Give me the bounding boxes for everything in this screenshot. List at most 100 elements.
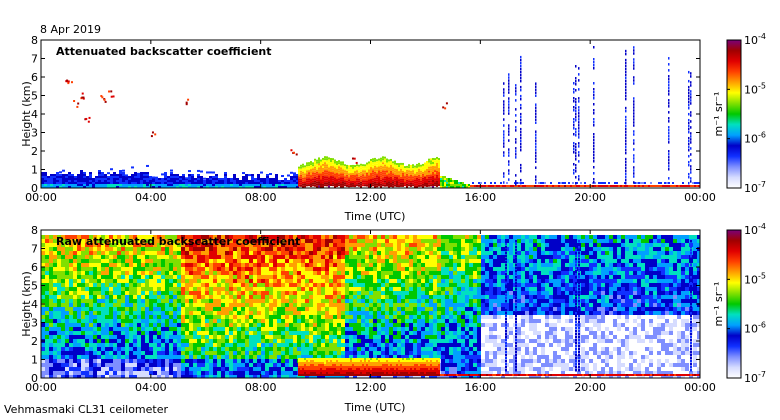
- heatmap-cell: [348, 173, 350, 176]
- heatmap-cell: [308, 178, 310, 181]
- heatmap-cell: [73, 327, 77, 331]
- heatmap-cell: [113, 259, 117, 263]
- heatmap-cell: [188, 186, 191, 188]
- heatmap-cell: [49, 235, 53, 239]
- heatmap-cell: [281, 323, 285, 327]
- heatmap-cell: [312, 174, 314, 177]
- heatmap-cell: [633, 172, 635, 175]
- heatmap-cell: [185, 367, 189, 371]
- heatmap-cell: [47, 184, 50, 186]
- heatmap-cell: [390, 166, 392, 169]
- heatmap-cell: [293, 299, 297, 303]
- heatmap-cell: [257, 263, 261, 267]
- heatmap-cell: [630, 185, 632, 187]
- heatmap-cell: [233, 235, 237, 239]
- heatmap-cell: [261, 319, 265, 323]
- heatmap-cell: [345, 323, 349, 327]
- heatmap-cell: [287, 184, 290, 186]
- heatmap-cell: [312, 164, 314, 167]
- panel-title-attenuated: Attenuated backscatter coefficient: [56, 45, 272, 58]
- heatmap-cell: [248, 180, 251, 182]
- heatmap-cell: [105, 263, 109, 267]
- heatmap-cell: [573, 108, 575, 112]
- heatmap-cell: [161, 182, 164, 184]
- heatmap-cell: [293, 243, 297, 247]
- heatmap-cell: [157, 367, 161, 371]
- heatmap-cell: [237, 355, 241, 359]
- heatmap-cell: [49, 339, 53, 343]
- heatmap-cell: [644, 185, 646, 187]
- heatmap-cell: [201, 255, 205, 259]
- heatmap-cell: [412, 172, 414, 175]
- heatmap-cell: [292, 151, 295, 154]
- heatmap-cell: [53, 279, 57, 283]
- heatmap-cell: [358, 176, 360, 179]
- heatmap-cell: [251, 178, 254, 180]
- heatmap-cell: [337, 291, 341, 295]
- heatmap-cell: [109, 303, 113, 307]
- heatmap-cell: [93, 283, 97, 287]
- heatmap-cell: [325, 375, 329, 378]
- heatmap-cell: [297, 287, 301, 291]
- heatmap-cell: [400, 180, 402, 183]
- heatmap-cell: [157, 271, 161, 275]
- heatmap-cell: [305, 239, 309, 243]
- heatmap-cell: [633, 97, 635, 100]
- heatmap-cell: [95, 186, 98, 188]
- heatmap-cell: [230, 186, 233, 188]
- heatmap-cell: [251, 184, 254, 186]
- heatmap-cell: [182, 186, 185, 188]
- heatmap-cell: [289, 275, 293, 279]
- heatmap-cell: [165, 303, 169, 307]
- heatmap-cell: [341, 263, 345, 267]
- heatmap-cell: [161, 371, 165, 375]
- heatmap-cell: [245, 176, 248, 178]
- heatmap-cell: [532, 185, 534, 187]
- heatmap-cell: [173, 343, 177, 347]
- heatmap-cell: [77, 182, 80, 184]
- heatmap-cell: [366, 174, 368, 177]
- heatmap-cell: [201, 343, 205, 347]
- heatmap-cell: [573, 99, 575, 103]
- heatmap-cell: [500, 182, 502, 184]
- heatmap-cell: [416, 163, 418, 166]
- heatmap-cell: [197, 363, 201, 367]
- heatmap-cell: [293, 339, 297, 343]
- heatmap-cell: [177, 375, 181, 378]
- heatmap-cell: [578, 136, 580, 139]
- heatmap-cell: [317, 263, 321, 267]
- heatmap-cell: [310, 185, 312, 188]
- heatmap-cell: [416, 175, 418, 178]
- heatmap-cell: [233, 351, 237, 355]
- heatmap-cell: [109, 255, 113, 259]
- heatmap-cell: [668, 105, 670, 108]
- heatmap-cell: [242, 182, 245, 184]
- heatmap-cell: [57, 263, 61, 267]
- heatmap-cell: [384, 184, 386, 187]
- heatmap-cell: [245, 243, 249, 247]
- heatmap-cell: [535, 160, 537, 163]
- heatmap-cell: [614, 185, 616, 187]
- heatmap-cell: [77, 359, 81, 363]
- heatmap-cell: [410, 166, 412, 169]
- heatmap-cell: [325, 247, 329, 251]
- heatmap-cell: [325, 271, 329, 275]
- heatmap-cell: [285, 259, 289, 263]
- heatmap-cell: [341, 303, 345, 307]
- heatmap-cell: [598, 185, 600, 187]
- heatmap-cell: [452, 186, 454, 188]
- heatmap-cell: [97, 271, 101, 275]
- heatmap-cell: [298, 180, 300, 183]
- heatmap-cell: [277, 363, 281, 367]
- heatmap-cell: [265, 255, 269, 259]
- heatmap-cell: [157, 279, 161, 283]
- heatmap-cell: [85, 295, 89, 299]
- heatmap-cell: [520, 85, 522, 89]
- heatmap-cell: [105, 343, 109, 347]
- heatmap-cell: [69, 271, 73, 275]
- heatmap-cell: [209, 271, 213, 275]
- heatmap-cell: [269, 367, 273, 371]
- heatmap-cell: [253, 255, 257, 259]
- heatmap-cell: [346, 184, 348, 187]
- heatmap-cell: [95, 180, 98, 182]
